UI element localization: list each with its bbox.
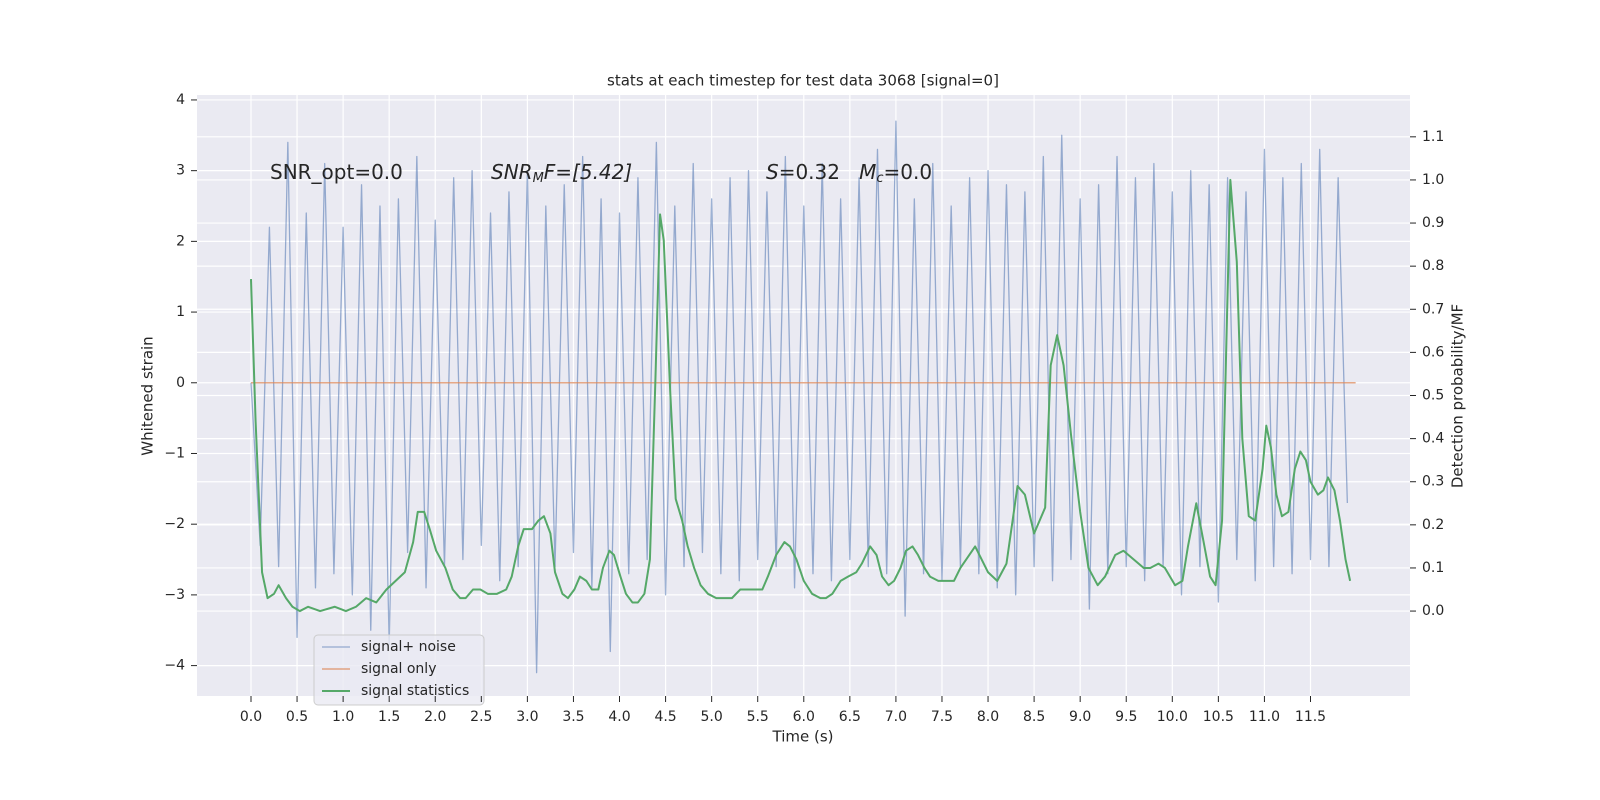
marks — [249, 120, 1356, 674]
y2-tick-label: 0.5 — [1422, 388, 1444, 404]
y2-tick-label: 0.6 — [1422, 344, 1444, 360]
annotation: SNRMF=[5.42] — [491, 160, 632, 186]
y2-tick-label: 0.7 — [1422, 301, 1444, 317]
y-tick-label: 3 — [176, 163, 185, 179]
x-tick-label: 0.0 — [240, 709, 262, 725]
y2-axis-label: Detection probability/MF — [1449, 304, 1467, 488]
y2-tick-label: 0.4 — [1422, 431, 1444, 447]
x-tick-label: 4.5 — [654, 709, 676, 725]
y2-tick-label: 0.3 — [1422, 474, 1444, 490]
x-tick-label: 11.0 — [1249, 709, 1280, 725]
x-tick-label: 5.5 — [747, 709, 769, 725]
annotation: SNR_opt=0.0 — [270, 160, 403, 184]
y-tick-label: 1 — [176, 304, 185, 320]
annotation-text: M — [859, 160, 876, 184]
annotation-text: SNR_opt=0.0 — [270, 160, 403, 184]
legend-label: signal+ noise — [361, 639, 456, 655]
y-tick-label: 4 — [176, 92, 185, 108]
x-axis-label: Time (s) — [772, 728, 834, 746]
y2-tick-label: 0.0 — [1422, 603, 1444, 619]
x-tick-label: 5.0 — [701, 709, 723, 725]
x-tick-label: 2.0 — [424, 709, 446, 725]
x-tick-label: 8.5 — [1023, 709, 1045, 725]
x-tick-label: 1.0 — [332, 709, 354, 725]
x-tick-label: 11.5 — [1295, 709, 1326, 725]
x-tick-label: 9.0 — [1069, 709, 1091, 725]
y-tick-label: −2 — [164, 516, 185, 532]
x-tick-label: 1.5 — [378, 709, 400, 725]
legend: signal+ noise signal only signal statistic… — [313, 634, 485, 706]
x-tick-label: 9.5 — [1115, 709, 1137, 725]
y2-tick-label: 0.9 — [1422, 215, 1444, 231]
x-tick-label: 10.0 — [1157, 709, 1188, 725]
x-tick-label: 7.0 — [885, 709, 907, 725]
annotation: S=0.32 Mc=0.0 — [766, 160, 932, 186]
annotation-text: M — [533, 171, 544, 186]
y-tick-label: −1 — [164, 445, 185, 461]
legend-label: signal only — [361, 661, 436, 677]
y-tick-label: −3 — [164, 587, 185, 603]
annotation-text: S — [766, 160, 779, 184]
annotation-text: SNR — [491, 160, 533, 184]
annotation-text: F=[5.42] — [544, 160, 632, 184]
annotation-text: =0.0 — [884, 160, 933, 184]
x-tick-label: 6.5 — [839, 709, 861, 725]
y2-tick-label: 0.8 — [1422, 258, 1444, 274]
x-tick-label: 3.5 — [562, 709, 584, 725]
y-axis-label: Whitened strain — [139, 336, 157, 455]
series-line — [250, 120, 1348, 674]
legend-box — [313, 634, 485, 706]
x-tick-label: 2.5 — [470, 709, 492, 725]
chart-title: stats at each timestep for test data 306… — [607, 72, 999, 90]
y-tick-label: 0 — [176, 375, 185, 391]
x-tick-label: 3.0 — [516, 709, 538, 725]
x-tick-label: 10.5 — [1203, 709, 1234, 725]
x-tick-label: 6.0 — [793, 709, 815, 725]
annotation-text: =0.32 — [779, 160, 859, 184]
annotation-text: c — [876, 171, 883, 186]
y2-tick-label: 1.1 — [1422, 129, 1444, 145]
y2-tick-label: 1.0 — [1422, 172, 1444, 188]
x-tick-label: 0.5 — [286, 709, 308, 725]
y2-tick-label: 0.2 — [1422, 517, 1444, 533]
y-tick-label: 2 — [176, 233, 185, 249]
x-tick-label: 8.0 — [977, 709, 999, 725]
y2-tick-label: 0.1 — [1422, 560, 1444, 576]
legend-label: signal statistics — [361, 683, 469, 699]
series-line — [249, 178, 1352, 613]
x-tick-label: 4.0 — [608, 709, 630, 725]
y-tick-label: −4 — [164, 658, 185, 674]
x-tick-label: 7.5 — [931, 709, 953, 725]
